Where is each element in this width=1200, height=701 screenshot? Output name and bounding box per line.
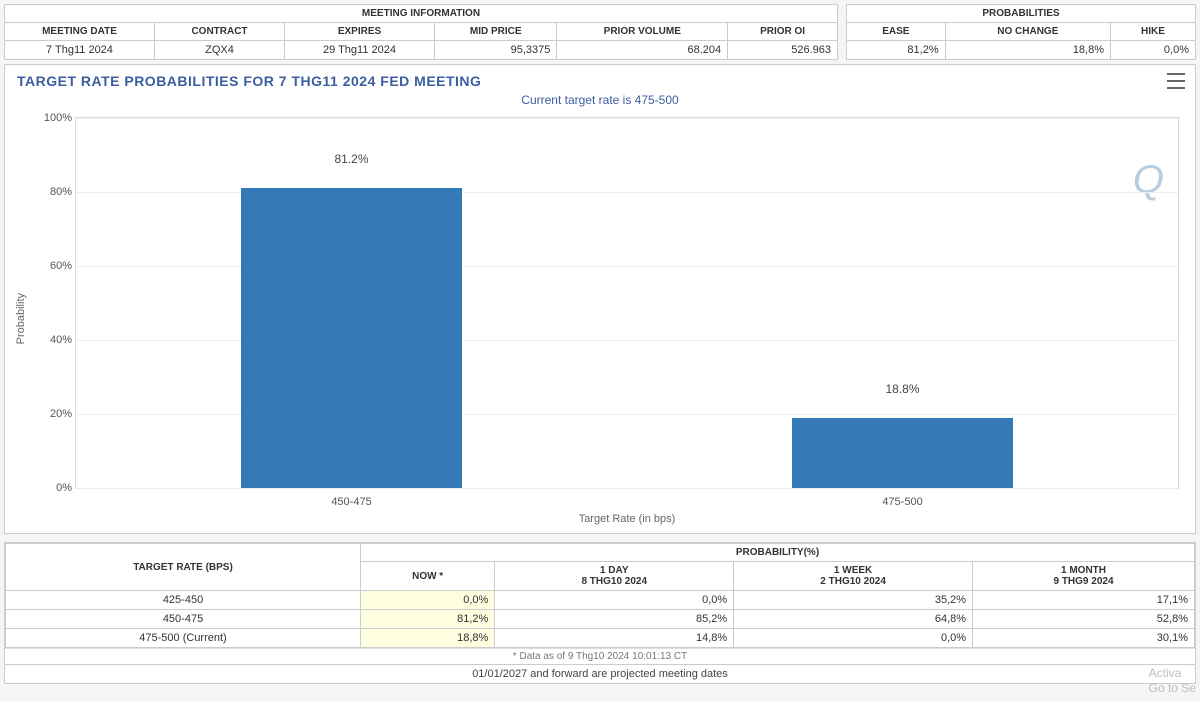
col-no-change: NO CHANGE [945, 23, 1110, 41]
val-meeting-date: 7 Thg11 2024 [5, 41, 155, 60]
y-tick: 60% [36, 260, 72, 272]
val-prior-volume: 68.204 [557, 41, 728, 60]
chart-subtitle: Current target rate is 475-500 [13, 93, 1187, 107]
row-value: 0,0% [361, 591, 495, 610]
x-category-label: 450-475 [331, 496, 371, 508]
col-prior-oi: PRIOR OI [728, 23, 838, 41]
meeting-info-title: MEETING INFORMATION [5, 5, 838, 23]
y-tick: 100% [36, 112, 72, 124]
row-label: 425-450 [6, 591, 361, 610]
chart-area: Probability Q 0%20%40%60%80%100%81.2%450… [13, 109, 1187, 529]
row-value: 85,2% [495, 610, 734, 629]
x-axis-label: Target Rate (in bps) [75, 513, 1179, 525]
table-row: 475-500 (Current)18,8%14,8%0,0%30,1% [6, 629, 1195, 648]
val-mid-price: 95,3375 [435, 41, 557, 60]
y-tick: 20% [36, 408, 72, 420]
col-prior-volume: PRIOR VOLUME [557, 23, 728, 41]
meeting-info-table: MEETING INFORMATION MEETING DATE CONTRAC… [4, 4, 838, 60]
bar-value-label: 18.8% [885, 382, 919, 400]
col-expires: EXPIRES [285, 23, 435, 41]
col-contract: CONTRACT [155, 23, 285, 41]
row-value: 14,8% [495, 629, 734, 648]
table-row: 425-4500,0%0,0%35,2%17,1% [6, 591, 1195, 610]
row-value: 30,1% [973, 629, 1195, 648]
val-ease: 81,2% [847, 41, 946, 60]
data-asof-note: * Data as of 9 Thg10 2024 10:01:13 CT [5, 648, 1195, 664]
row-value: 35,2% [734, 591, 973, 610]
probabilities-title: PROBABILITIES [847, 5, 1196, 23]
y-tick: 40% [36, 334, 72, 346]
col-mid-price: MID PRICE [435, 23, 557, 41]
probabilities-table: PROBABILITIES EASE NO CHANGE HIKE 81,2% … [846, 4, 1196, 60]
col-meeting-date: MEETING DATE [5, 23, 155, 41]
prob-col-1: 1 DAY8 THG10 2024 [495, 562, 734, 591]
col-group-probability: PROBABILITY(%) [361, 544, 1195, 562]
chart-menu-icon[interactable] [1167, 73, 1185, 89]
row-label: 475-500 (Current) [6, 629, 361, 648]
row-label: 450-475 [6, 610, 361, 629]
col-ease: EASE [847, 23, 946, 41]
prob-col-3: 1 MONTH9 THG9 2024 [973, 562, 1195, 591]
row-value: 17,1% [973, 591, 1195, 610]
val-no-change: 18,8% [945, 41, 1110, 60]
col-target-rate: TARGET RATE (BPS) [6, 544, 361, 591]
projected-dates-note: 01/01/2027 and forward are projected mee… [5, 664, 1195, 683]
chart-plot: Q 0%20%40%60%80%100%81.2%450-47518.8%475… [75, 117, 1179, 489]
watermark: Q [1133, 158, 1164, 203]
y-tick: 80% [36, 186, 72, 198]
probability-history-table: TARGET RATE (BPS) PROBABILITY(%) NOW *1 … [5, 543, 1195, 648]
row-value: 81,2% [361, 610, 495, 629]
val-contract: ZQX4 [155, 41, 285, 60]
chart-bar [241, 188, 461, 488]
y-axis-label: Probability [13, 293, 29, 344]
chart-bar [792, 418, 1012, 488]
table-row: 450-47581,2%85,2%64,8%52,8% [6, 610, 1195, 629]
bar-value-label: 81.2% [334, 152, 368, 170]
y-tick: 0% [36, 482, 72, 494]
row-value: 64,8% [734, 610, 973, 629]
chart-title: TARGET RATE PROBABILITIES FOR 7 THG11 20… [17, 73, 1187, 89]
row-value: 18,8% [361, 629, 495, 648]
x-category-label: 475-500 [882, 496, 922, 508]
row-value: 0,0% [495, 591, 734, 610]
val-hike: 0,0% [1111, 41, 1196, 60]
row-value: 0,0% [734, 629, 973, 648]
val-expires: 29 Thg11 2024 [285, 41, 435, 60]
col-hike: HIKE [1111, 23, 1196, 41]
row-value: 52,8% [973, 610, 1195, 629]
val-prior-oi: 526.963 [728, 41, 838, 60]
prob-col-0: NOW * [361, 562, 495, 591]
prob-col-2: 1 WEEK2 THG10 2024 [734, 562, 973, 591]
